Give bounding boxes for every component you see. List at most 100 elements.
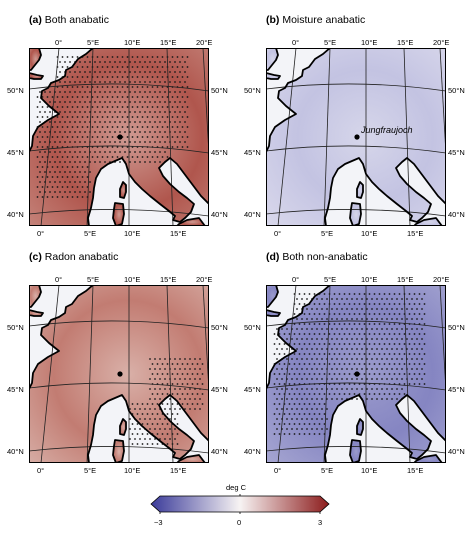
land-fill — [29, 285, 41, 307]
colorbar-tick-max: 3 — [318, 518, 323, 527]
lat-tick-left: 40°N — [7, 210, 24, 219]
lon-tick-bottom: 0° — [274, 229, 282, 238]
lon-tick-top: 10°E — [361, 38, 378, 47]
panel-title-c: (c) Radon anabatic — [29, 251, 118, 263]
lat-tick-left: 45°N — [244, 148, 261, 157]
coastline — [119, 181, 127, 199]
colorbar-unit-label: deg C — [226, 483, 247, 492]
station-marker — [117, 371, 123, 377]
panel-letter-a: (a) — [29, 14, 42, 26]
land-fill — [414, 455, 442, 463]
land-fill — [29, 48, 41, 70]
colorbar-tick-mid: 0 — [237, 518, 242, 527]
lat-tick-right: 40°N — [448, 447, 465, 456]
colorbar-bar — [150, 495, 330, 513]
lon-tick-top: 5°E — [324, 38, 337, 47]
station-marker — [117, 134, 123, 140]
lat-tick-left: 50°N — [244, 86, 261, 95]
lon-tick-top: 15°E — [160, 38, 177, 47]
lon-tick-top: 15°E — [397, 275, 414, 284]
panel-name-b: Moisture anabatic — [282, 14, 366, 26]
land-fill — [350, 203, 361, 226]
lon-tick-top: 0° — [55, 275, 63, 284]
lon-tick-top: 5°E — [87, 275, 100, 284]
map-panel-radon-anabatic — [29, 285, 209, 463]
coastline — [266, 309, 281, 317]
coastline — [356, 418, 364, 436]
lon-tick-bottom: 15°E — [407, 229, 424, 238]
lat-tick-right: 50°N — [448, 323, 465, 332]
lon-tick-bottom: 5°E — [84, 229, 97, 238]
station-marker — [354, 134, 360, 140]
lat-tick-left: 50°N — [7, 323, 24, 332]
panel-frame — [29, 48, 209, 226]
coastline — [29, 48, 209, 226]
panel-name-c: Radon anabatic — [44, 251, 119, 263]
lat-tick-left: 40°N — [244, 447, 261, 456]
lon-tick-top: 20°E — [433, 275, 450, 284]
colorbar — [150, 494, 330, 514]
panel-frame — [266, 285, 446, 463]
lon-tick-bottom: 15°E — [407, 466, 424, 475]
lon-tick-top: 10°E — [124, 38, 141, 47]
coastline — [266, 72, 281, 80]
lon-tick-top: 20°E — [196, 275, 213, 284]
lat-tick-right: 45°N — [211, 385, 228, 394]
lat-tick-right: 50°N — [448, 86, 465, 95]
lat-tick-left: 50°N — [244, 323, 261, 332]
lat-tick-left: 45°N — [244, 385, 261, 394]
map-panel-moisture-anabatic: Jungfraujoch — [266, 48, 446, 226]
panel-title-d: (d) Both non-anabatic — [266, 251, 368, 263]
lon-tick-bottom: 10°E — [361, 229, 378, 238]
lon-tick-bottom: 5°E — [321, 466, 334, 475]
lon-tick-bottom: 15°E — [170, 229, 187, 238]
coastline — [356, 181, 364, 199]
coastline — [29, 72, 44, 80]
lon-tick-bottom: 10°E — [124, 229, 141, 238]
lon-tick-top: 10°E — [361, 275, 378, 284]
land-fill — [266, 48, 278, 70]
land-fill — [350, 440, 361, 463]
land-fill — [113, 440, 124, 463]
lat-tick-right: 45°N — [211, 148, 228, 157]
land-fill — [266, 285, 278, 307]
lon-tick-bottom: 0° — [274, 466, 282, 475]
lat-tick-right: 40°N — [211, 447, 228, 456]
panel-name-d: Both non-anabatic — [282, 251, 368, 263]
lat-tick-right: 40°N — [448, 210, 465, 219]
lon-tick-top: 10°E — [124, 275, 141, 284]
lat-tick-right: 45°N — [448, 385, 465, 394]
coastline — [266, 285, 446, 463]
coastline — [29, 285, 209, 463]
significance-stippling — [129, 358, 204, 445]
panel-title-b: (b) Moisture anabatic — [266, 14, 365, 26]
land-fill — [113, 203, 124, 226]
lat-tick-left: 45°N — [7, 148, 24, 157]
panel-letter-c: (c) — [29, 251, 42, 263]
station-label: Jungfraujoch — [360, 125, 413, 135]
lon-tick-top: 0° — [55, 38, 63, 47]
lat-tick-left: 40°N — [244, 210, 261, 219]
lon-tick-bottom: 15°E — [170, 466, 187, 475]
colorbar-tick-min: −3 — [154, 518, 163, 527]
lon-tick-bottom: 0° — [37, 229, 45, 238]
lon-tick-bottom: 0° — [37, 466, 45, 475]
panel-letter-d: (d) — [266, 251, 280, 263]
lon-tick-top: 5°E — [324, 275, 337, 284]
land-fill — [177, 218, 205, 226]
graticule — [266, 48, 446, 226]
map-panel-both-non-anabatic — [266, 285, 446, 463]
lon-tick-top: 15°E — [160, 275, 177, 284]
land-fill — [177, 455, 205, 463]
lat-tick-left: 40°N — [7, 447, 24, 456]
coastline — [119, 418, 127, 436]
graticule — [29, 285, 209, 463]
map-panel-both-anabatic — [29, 48, 209, 226]
lat-tick-right: 50°N — [211, 86, 228, 95]
station-marker — [354, 371, 360, 377]
panel-name-a: Both anabatic — [44, 14, 109, 26]
lat-tick-right: 45°N — [448, 148, 465, 157]
panel-frame — [29, 285, 209, 463]
lon-tick-top: 20°E — [196, 38, 213, 47]
lon-tick-top: 15°E — [397, 38, 414, 47]
